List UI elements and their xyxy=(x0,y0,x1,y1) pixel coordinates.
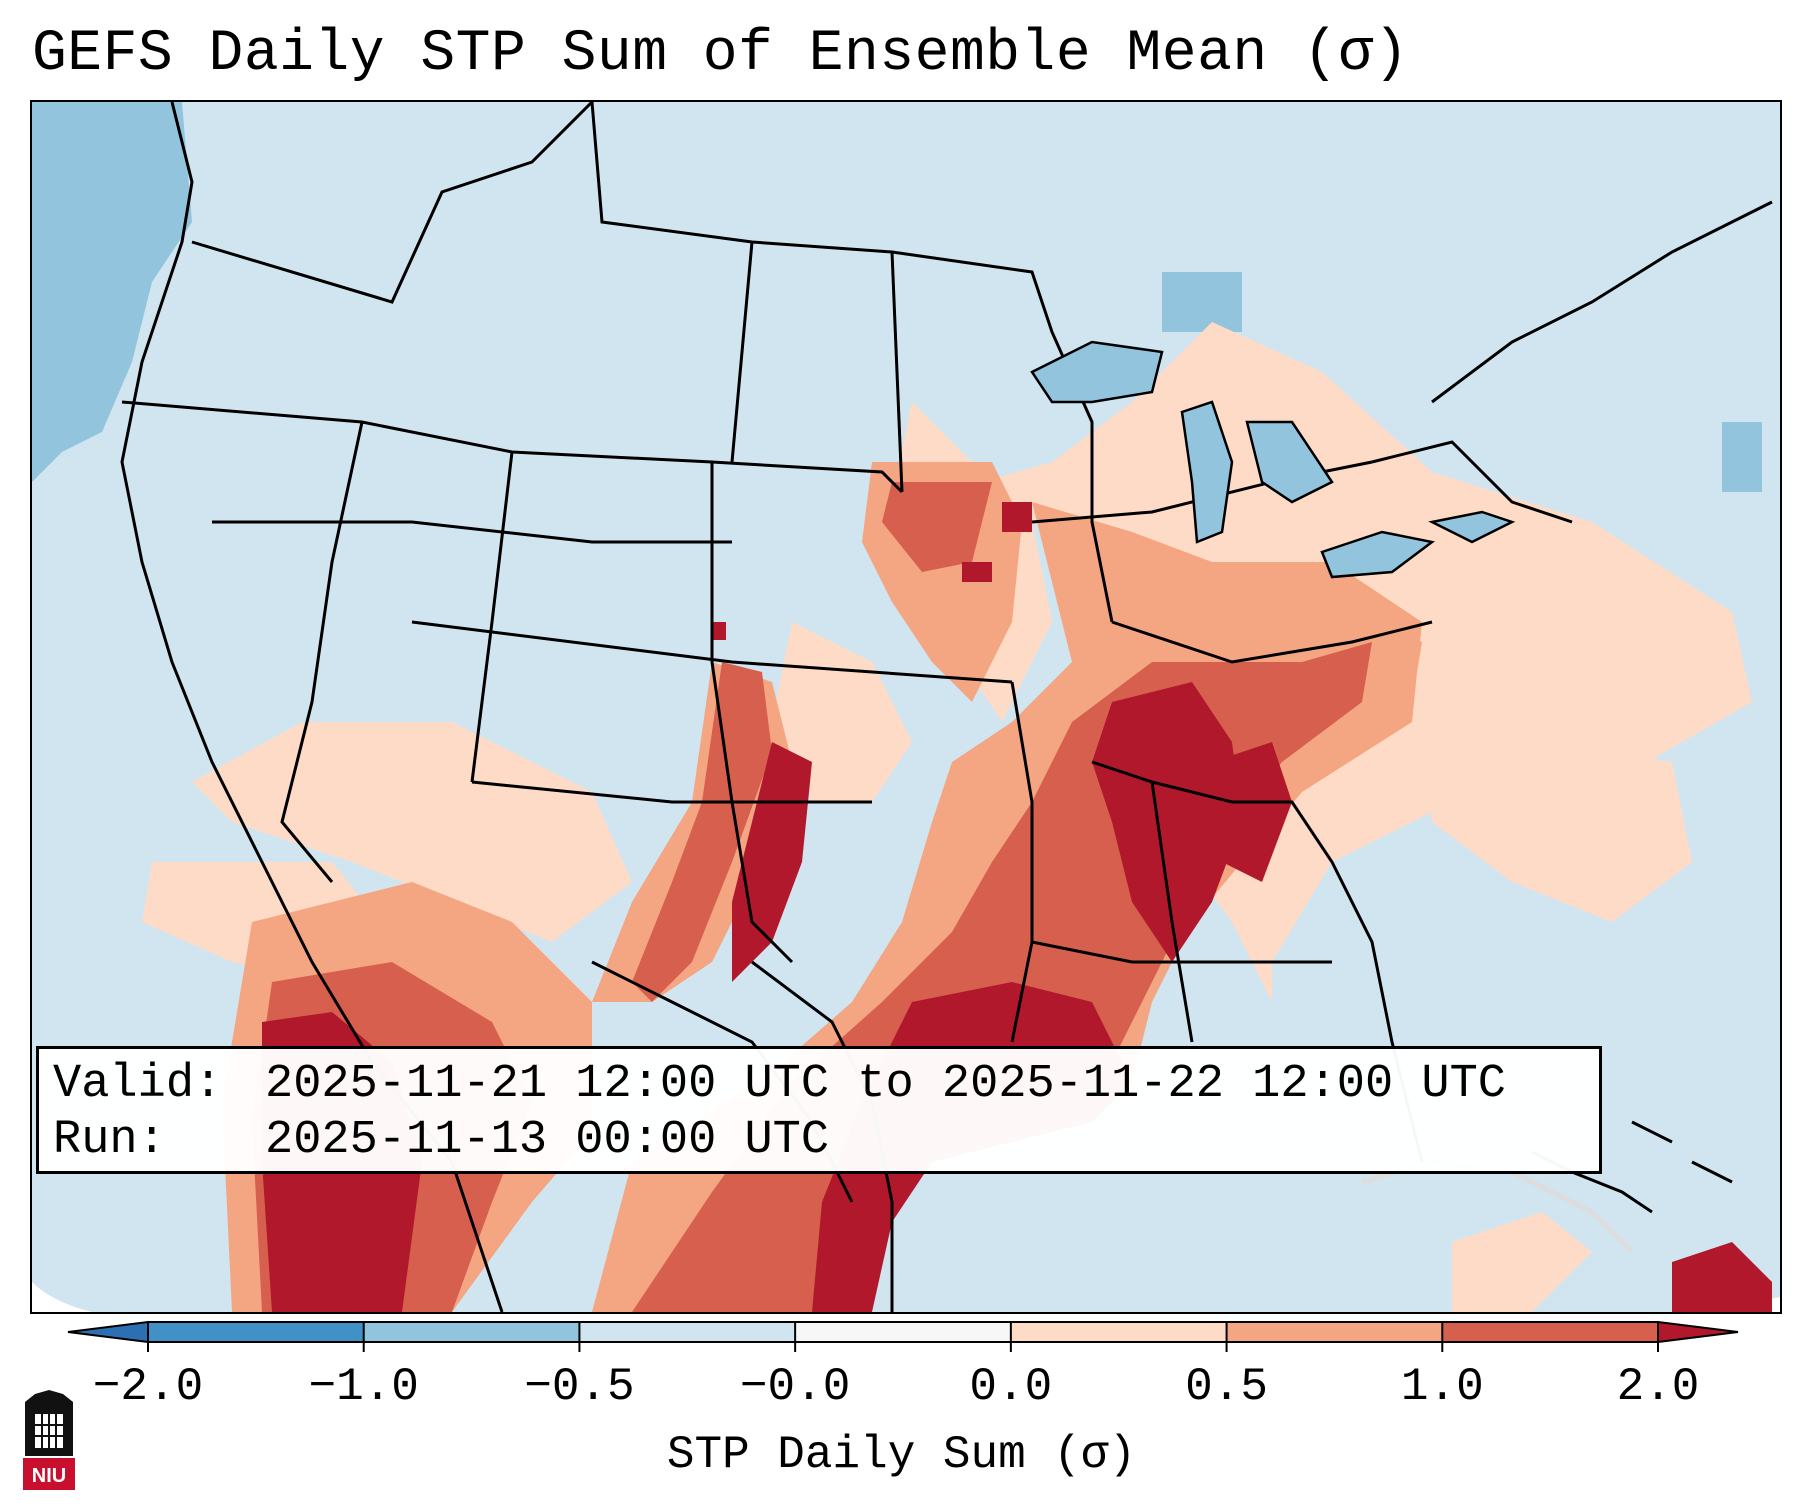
colorbar-ticks xyxy=(147,1322,1659,1352)
valid-run-info-box: Valid: 2025-11-21 12:00 UTC to 2025-11-22… xyxy=(36,1046,1602,1174)
colorbar-label: STP Daily Sum (σ) xyxy=(666,1429,1137,1481)
logo-text: NIU xyxy=(32,1465,66,1487)
valid-label: Valid: xyxy=(53,1058,223,1111)
run-label: Run: xyxy=(53,1114,166,1167)
colorbar-tick-label: 1.0 xyxy=(1400,1361,1484,1413)
logo-badge xyxy=(23,1458,75,1490)
colorbar-bin xyxy=(1442,1322,1658,1342)
niu-logo: NIU xyxy=(23,1390,75,1490)
great-lakes xyxy=(1030,340,1516,579)
colorbar-tick-label: 2.0 xyxy=(1616,1361,1700,1413)
colorbar-extend-above xyxy=(1657,1320,1739,1344)
chart-title: GEFS Daily STP Sum of Ensemble Mean (σ) xyxy=(32,22,1409,87)
colorbar-tick-label: −1.0 xyxy=(308,1361,419,1413)
colorbar-segments xyxy=(67,1320,1739,1344)
colorbar-tick-label: 0.0 xyxy=(969,1361,1053,1413)
colorbar-tick-label: 0.5 xyxy=(1185,1361,1268,1413)
colorbar-bin xyxy=(1010,1322,1227,1342)
colorbar-tick-label: −0.5 xyxy=(524,1361,635,1413)
colorbar-bin xyxy=(795,1322,1011,1342)
colorbar-bin xyxy=(363,1322,580,1342)
colorbar-bin xyxy=(148,1322,364,1342)
run-value: 2025-11-13 00:00 UTC xyxy=(265,1114,830,1167)
colorbar-outline xyxy=(147,1321,1659,1343)
colorbar-bin xyxy=(579,1322,796,1342)
valid-value: 2025-11-21 12:00 UTC to 2025-11-22 12:00… xyxy=(265,1058,1507,1111)
colorbar-tick-label: −0.0 xyxy=(739,1361,851,1413)
colorbar-extend-below xyxy=(67,1320,149,1344)
colorbar-tick-label: −2.0 xyxy=(92,1361,204,1413)
colorbar-bin xyxy=(1226,1322,1443,1342)
